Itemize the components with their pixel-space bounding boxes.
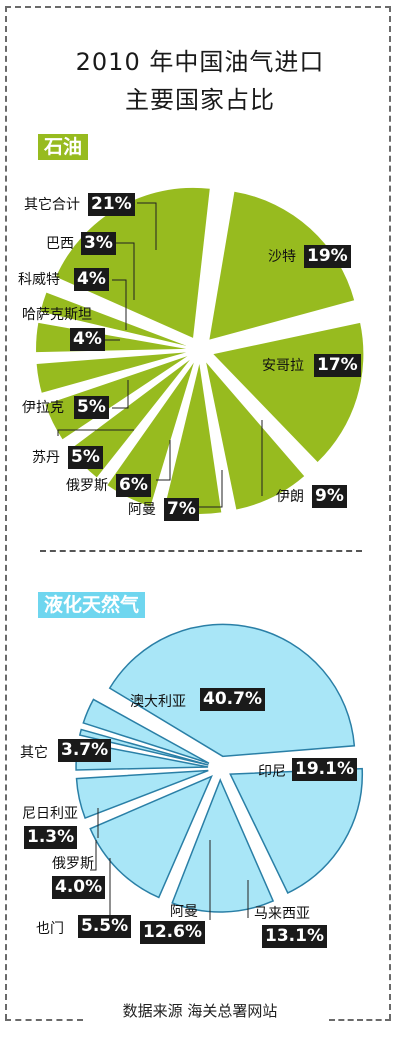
lng-label-尼日利亚: 尼日利亚 <box>22 806 78 822</box>
oil-label-伊朗: 伊朗 <box>276 489 304 505</box>
lng-value-马来西亚: 13.1% <box>262 925 327 948</box>
lng-value-俄罗斯: 4.0% <box>52 876 106 899</box>
oil-value-沙特: 19% <box>304 245 351 268</box>
oil-leader-line-6 <box>156 440 171 481</box>
oil-leader-line-7 <box>198 470 223 508</box>
oil-label-伊拉克: 伊拉克 <box>22 400 64 416</box>
section-divider <box>40 550 362 552</box>
lng-label-也门: 也门 <box>36 921 64 937</box>
oil-slice-2 <box>206 362 305 510</box>
dashed-frame <box>5 6 391 1020</box>
oil-value-哈萨克斯坦: 4% <box>70 328 105 351</box>
oil-value-伊朗: 9% <box>312 485 347 508</box>
oil-slice-3 <box>164 363 222 514</box>
lng-leader-line-1 <box>90 840 97 871</box>
lng-section-title: 液化天然气 <box>38 592 146 618</box>
oil-slice-4 <box>107 362 194 507</box>
oil-label-哈萨克斯坦: 哈萨克斯坦 <box>22 307 92 323</box>
oil-leader-line-4 <box>112 380 129 409</box>
lng-slice-6 <box>78 728 209 766</box>
chart-title-line2: 主要国家占比 <box>125 86 275 114</box>
oil-value-伊拉克: 5% <box>74 396 109 419</box>
data-source: 数据来源 海关总署网站 <box>122 1002 278 1020</box>
lng-value-也门: 5.5% <box>78 915 132 938</box>
lng-value-阿曼: 12.6% <box>140 921 205 944</box>
oil-value-科威特: 4% <box>74 268 109 291</box>
lng-slice-1 <box>229 767 363 894</box>
oil-value-安哥拉: 17% <box>314 354 361 377</box>
oil-value-其它合计: 21% <box>88 193 135 216</box>
oil-label-阿曼: 阿曼 <box>128 502 156 518</box>
oil-leader-line-1 <box>116 242 135 300</box>
oil-value-阿曼: 7% <box>164 498 199 521</box>
chart-title-line1: 2010 年中国油气进口 <box>75 48 325 76</box>
lng-label-澳大利亚: 澳大利亚 <box>130 694 186 710</box>
lng-label-印尼: 印尼 <box>258 764 286 780</box>
lng-value-澳大利亚: 40.7% <box>200 688 265 711</box>
oil-label-科威特: 科威特 <box>18 272 60 288</box>
oil-label-苏丹: 苏丹 <box>32 450 60 466</box>
lng-value-其它: 3.7% <box>58 739 112 762</box>
lng-slice-2 <box>171 778 275 913</box>
oil-label-其它合计: 其它合计 <box>24 197 80 213</box>
lng-slice-7 <box>82 698 210 764</box>
oil-leader-line-0 <box>137 202 157 250</box>
oil-slice-10 <box>56 187 210 338</box>
oil-value-巴西: 3% <box>81 232 116 255</box>
oil-label-俄罗斯: 俄罗斯 <box>66 478 108 494</box>
oil-value-苏丹: 5% <box>68 446 103 469</box>
oil-section-title: 石油 <box>38 134 89 160</box>
lng-label-俄罗斯: 俄罗斯 <box>52 856 94 872</box>
oil-label-巴西: 巴西 <box>46 236 74 252</box>
lng-label-阿曼: 阿曼 <box>170 904 198 920</box>
oil-leader-line-5 <box>57 429 134 436</box>
lng-slice-3 <box>89 775 213 899</box>
lng-value-尼日利亚: 1.3% <box>24 826 78 849</box>
oil-slice-7 <box>36 352 187 393</box>
lng-value-印尼: 19.1% <box>292 758 357 781</box>
lng-label-马来西亚: 马来西亚 <box>254 906 310 922</box>
oil-label-安哥拉: 安哥拉 <box>262 358 304 374</box>
oil-label-沙特: 沙特 <box>268 249 296 265</box>
lng-label-其它: 其它 <box>20 745 48 761</box>
lng-slice-4 <box>75 769 209 820</box>
oil-slice-9 <box>40 292 187 346</box>
oil-leader-line-2 <box>112 279 127 330</box>
oil-slice-0 <box>209 191 355 340</box>
oil-value-俄罗斯: 6% <box>116 474 151 497</box>
